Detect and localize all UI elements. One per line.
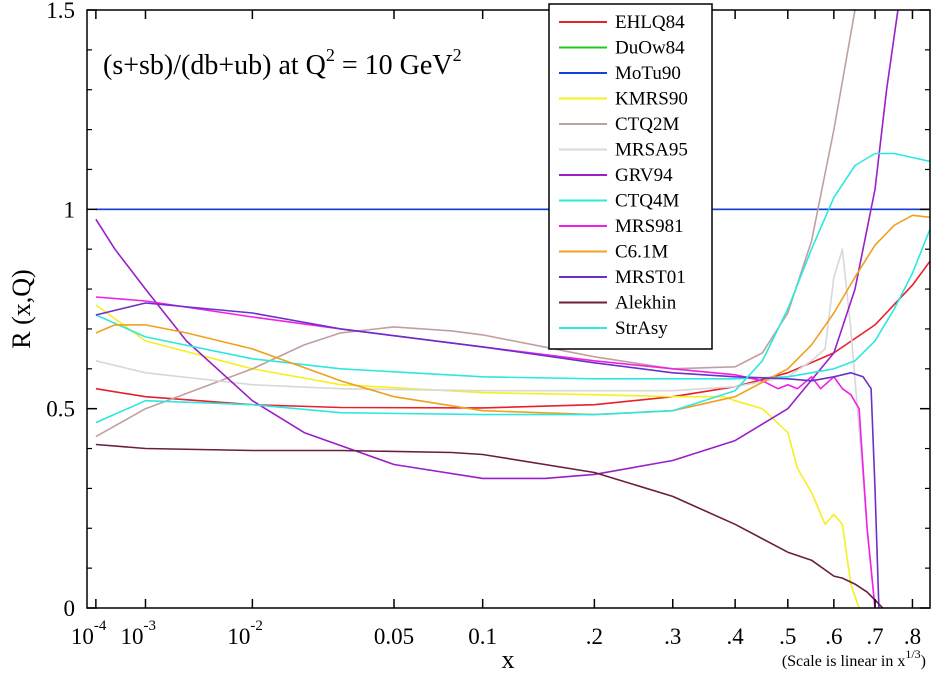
legend-label: DuOw84 (615, 38, 685, 59)
series-line-ehlq84 (95, 260, 930, 409)
legend-entry: DuOw84 (559, 38, 685, 59)
legend-label: Alekhin (615, 293, 677, 314)
x-scale-note: (Scale is linear in x1/3) (782, 647, 926, 670)
legend-entry: StrAsy (559, 318, 668, 339)
x-axis-title: x (502, 645, 515, 674)
plot-frame (86, 9, 931, 609)
legend-label: GRV94 (615, 165, 673, 186)
legend-entry: CTQ4M (559, 191, 680, 212)
x-tick-label: .5 (779, 624, 796, 649)
x-tick-label: .8 (904, 624, 921, 649)
legend-entry: C6.1M (559, 242, 668, 263)
x-tick-label: 10 -4 (71, 618, 107, 649)
legend-label: MRS981 (615, 216, 684, 237)
x-tick-label: .4 (727, 624, 745, 649)
legend-box (548, 3, 713, 350)
legend-entry: GRV94 (559, 165, 673, 186)
legend-label: MoTu90 (615, 63, 681, 84)
legend: EHLQ84 DuOw84 MoTu90 KMRS90 CTQ2M MRSA95 GRV94… (548, 3, 713, 350)
x-tick-label: 0.1 (468, 624, 497, 649)
axes: 00.511.510 -4 10 -3 10 -2 0.05 0.1.2.3.4.5.6.7.… (7, 0, 931, 674)
legend-label: MRSA95 (615, 140, 688, 161)
legend-entry: Alekhin (559, 293, 677, 314)
legend-label: CTQ2M (615, 114, 680, 135)
x-tick-label: 10 -3 (120, 618, 156, 649)
legend-entry: MRST01 (559, 267, 686, 288)
legend-entry: EHLQ84 (559, 12, 685, 33)
x-tick-label: .7 (866, 624, 883, 649)
x-tick-label: .2 (586, 624, 603, 649)
x-tick-label: .3 (664, 624, 681, 649)
legend-label: C6.1M (615, 242, 668, 263)
svg-text:-3: -3 (143, 618, 156, 634)
y-tick-label: 0 (64, 596, 76, 621)
y-tick-label: 1 (64, 197, 76, 222)
legend-entry: MoTu90 (559, 63, 681, 84)
series-line-kmrs90 (95, 304, 860, 608)
svg-text:10: 10 (71, 624, 94, 649)
svg-text:-2: -2 (250, 618, 263, 634)
y-axis-title: R (x,Q) (7, 269, 36, 348)
legend-label: KMRS90 (615, 89, 688, 110)
x-tick-label: 10 -2 (227, 618, 263, 649)
legend-label: StrAsy (615, 318, 668, 339)
y-tick-label: 0.5 (46, 397, 75, 422)
legend-entry: KMRS90 (559, 89, 688, 110)
y-tick-label: 1.5 (46, 0, 75, 23)
series-line-strasy (95, 152, 930, 424)
legend-label: CTQ4M (615, 191, 680, 212)
x-tick-label: .6 (825, 624, 842, 649)
series-line-mrst01 (95, 302, 880, 608)
svg-text:10: 10 (227, 624, 250, 649)
legend-label: MRST01 (615, 267, 686, 288)
series-line-mrs981 (95, 296, 876, 608)
series-line-c6-1m (95, 214, 930, 416)
legend-entry: MRSA95 (559, 140, 688, 161)
legend-entry: CTQ2M (559, 114, 680, 135)
x-tick-label: 0.05 (374, 624, 414, 649)
annotations: (s+sb)/(db+ub) at Q2 = 10 GeV2 (103, 45, 462, 81)
svg-text:10: 10 (120, 624, 143, 649)
legend-label: EHLQ84 (615, 12, 685, 33)
legend-entry: MRS981 (559, 216, 684, 237)
plot-area (95, 10, 930, 608)
series-line-mrsa95 (95, 248, 876, 608)
series-line-alekhin (95, 443, 884, 608)
svg-text:-4: -4 (94, 618, 107, 634)
series-line-ctq4m (95, 229, 930, 380)
chart-title: (s+sb)/(db+ub) at Q2 = 10 GeV2 (103, 45, 462, 81)
